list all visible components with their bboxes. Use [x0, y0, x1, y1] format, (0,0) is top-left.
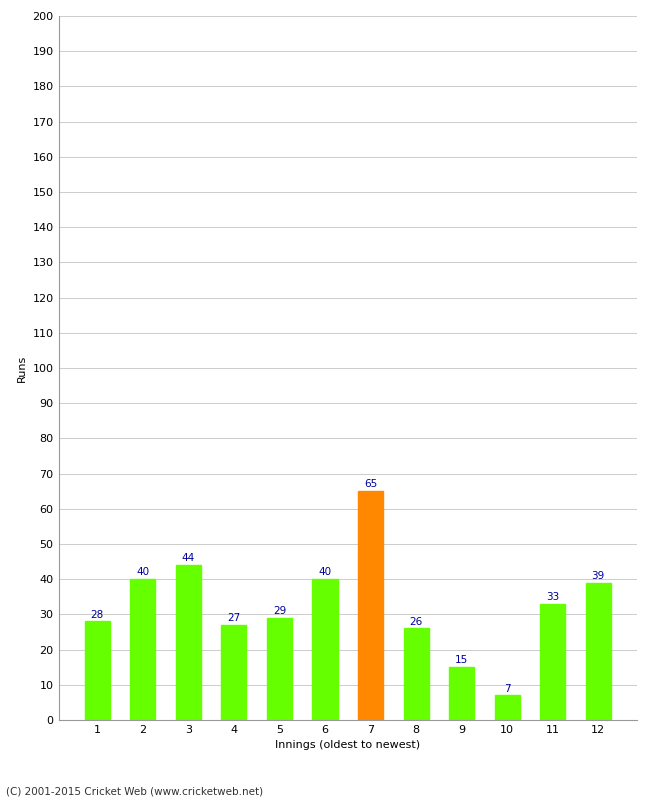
Bar — [84, 622, 110, 720]
Text: 15: 15 — [455, 655, 468, 666]
Text: 27: 27 — [227, 613, 240, 623]
Bar — [495, 695, 519, 720]
Bar — [176, 565, 201, 720]
Text: 65: 65 — [364, 479, 377, 490]
Bar — [540, 604, 565, 720]
Bar — [313, 579, 337, 720]
Text: 44: 44 — [182, 554, 195, 563]
Text: 40: 40 — [318, 567, 332, 578]
Text: 28: 28 — [91, 610, 104, 620]
Bar — [267, 618, 292, 720]
Text: 29: 29 — [273, 606, 286, 616]
Bar — [404, 629, 428, 720]
Text: 26: 26 — [410, 617, 422, 626]
Text: 33: 33 — [546, 592, 559, 602]
Text: (C) 2001-2015 Cricket Web (www.cricketweb.net): (C) 2001-2015 Cricket Web (www.cricketwe… — [6, 786, 264, 796]
Text: 40: 40 — [136, 567, 150, 578]
Text: 39: 39 — [592, 571, 604, 581]
Y-axis label: Runs: Runs — [17, 354, 27, 382]
Bar — [131, 579, 155, 720]
Bar — [222, 625, 246, 720]
Text: 7: 7 — [504, 683, 510, 694]
X-axis label: Innings (oldest to newest): Innings (oldest to newest) — [275, 741, 421, 750]
Bar — [358, 491, 383, 720]
Bar — [586, 582, 611, 720]
Bar — [449, 667, 474, 720]
